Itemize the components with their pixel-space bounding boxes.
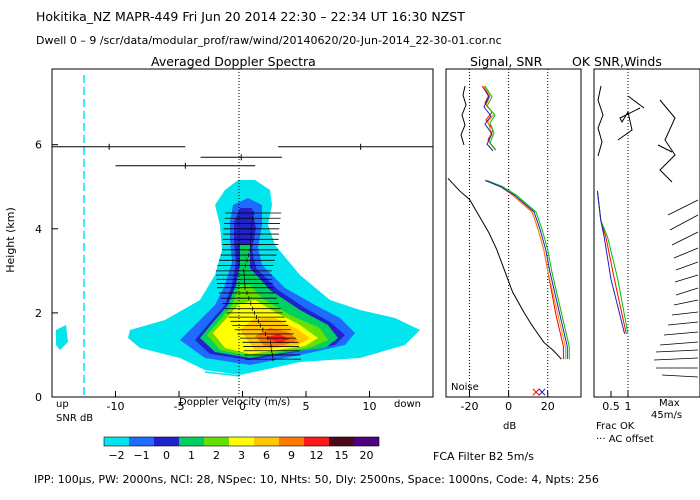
fracok-series-3 (596, 190, 626, 335)
y-tick-label: 2 (35, 307, 42, 320)
signal-panel-title: Signal, SNR (470, 54, 543, 69)
colorbar-tick-label: −1 (133, 449, 149, 462)
peak-error-bars (215, 211, 301, 362)
colorbar-swatch (304, 437, 329, 446)
noise-label: Noise (451, 382, 479, 393)
snr-db-label: SNR dB (56, 413, 94, 424)
y-tick-label: 4 (35, 223, 42, 236)
signal-x-tick-label: 0 (505, 400, 512, 413)
colorbar-tick-label: 12 (310, 449, 324, 462)
spectra-y-label: Height (km) (4, 207, 17, 273)
signal-x-tick-label: 20 (541, 400, 555, 413)
colorbar-tick-label: 15 (335, 449, 349, 462)
colorbar-tick-label: 2 (213, 449, 220, 462)
signal-x-axis: -20 0 20 (460, 391, 555, 413)
x-tick-label: -10 (107, 400, 125, 413)
title-line: Hokitika_NZ MAPR-449 Fri Jun 20 2014 22:… (36, 9, 465, 24)
signal-series-1 (484, 179, 566, 360)
y-tick-label: 0 (35, 391, 42, 404)
db-unit-label: dB (503, 421, 517, 432)
colorbar-tick-label: 0 (163, 449, 170, 462)
winds-panel: 0.5 1 (593, 68, 700, 413)
down-label: down (394, 399, 421, 410)
signal-series-3 (484, 179, 568, 360)
colorbar-tick-label: 9 (288, 449, 295, 462)
colorbar-tick-label: −2 (108, 449, 124, 462)
file-path-line: Dwell 0 – 9 /scr/data/modular_prof/raw/w… (36, 34, 502, 47)
spectra-panel-title: Averaged Doppler Spectra (151, 54, 316, 69)
colorbar-swatch (104, 437, 129, 446)
x-tick-label: 5 (303, 400, 310, 413)
svg-text:×: × (531, 385, 541, 399)
x-tick-label: 10 (363, 400, 377, 413)
signal-panel: × × -20 0 20 (445, 68, 582, 413)
winds-panel-title: OK SNR,Winds (572, 54, 662, 69)
colorbar-tick-label: 3 (238, 449, 245, 462)
snr-contour-cyan-left (56, 325, 68, 350)
colorbar-swatch (129, 437, 154, 446)
signal-series-noise (447, 177, 562, 360)
spectra-y-axis: 0 2 4 6 (35, 139, 58, 404)
snr-colorbar: −2 −1 0 1 2 3 6 9 12 15 20 (103, 436, 380, 462)
colorbar-swatch (229, 437, 254, 446)
ac-offset-label: ··· AC offset (596, 434, 654, 445)
signal-x-tick-label: -20 (460, 400, 478, 413)
colorbar-swatch (354, 437, 379, 446)
max-label: Max (659, 398, 680, 409)
colorbar-frame (103, 436, 380, 447)
colorbar-swatch (329, 437, 354, 446)
signal-series-2 (486, 179, 570, 360)
colorbar-swatch (179, 437, 204, 446)
up-label: up (56, 399, 69, 410)
colorbar-tick-label: 20 (360, 449, 374, 462)
colorbar-swatch (154, 437, 179, 446)
filter-label: FCA Filter B2 5m/s (433, 450, 534, 463)
svg-text:×: × (537, 385, 547, 399)
winds-x-axis: 0.5 1 (602, 391, 632, 413)
colorbar-swatch (204, 437, 229, 446)
winds-x-tick-label: 0.5 (602, 400, 620, 413)
colorbar-tick-label: 1 (188, 449, 195, 462)
colorbar-swatch (279, 437, 304, 446)
max-speed-label: 45m/s (651, 410, 683, 421)
spectra-x-axis: -10 -5 0 5 10 (107, 391, 377, 413)
winds-x-tick-label: 1 (625, 400, 632, 413)
frac-ok-label: Frac OK (596, 421, 635, 432)
spectra-x-label: Doppler Velocity (m/s) (179, 397, 291, 408)
y-tick-label: 6 (35, 139, 42, 152)
upper-error-bars (52, 143, 433, 169)
footer-parameters: IPP: 100µs, PW: 2000ns, NCI: 28, NSpec: … (34, 473, 599, 486)
x-tick-label: 0 (239, 400, 246, 413)
colorbar-swatch (254, 437, 279, 446)
spectra-panel: 0 2 4 6 -10 -5 0 5 10 Height (km) (4, 68, 434, 413)
colorbar-tick-label: 6 (263, 449, 270, 462)
x-tick-label: -5 (174, 400, 185, 413)
